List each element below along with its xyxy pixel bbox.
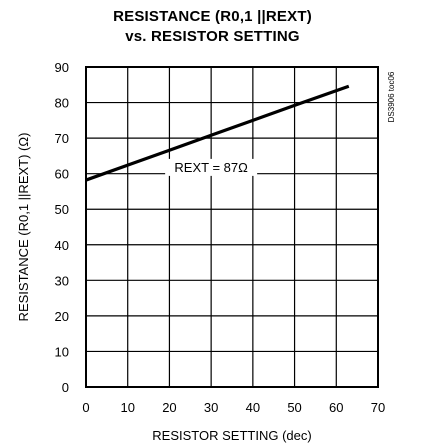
- series-lines: [85, 84, 350, 182]
- y-tick-labels: 0 10 20 30 40 50 60 70 80 90: [55, 60, 69, 395]
- x-tick-label: 0: [82, 400, 89, 415]
- annotation-background: [165, 158, 258, 176]
- y-tick-label: 10: [55, 344, 69, 359]
- y-tick-label: 50: [55, 202, 69, 217]
- grid: [85, 66, 379, 388]
- chart-subtitle: vs. RESISTOR SETTING: [125, 28, 300, 45]
- y-tick-label: 80: [55, 96, 69, 111]
- x-tick-label: 30: [204, 400, 218, 415]
- x-axis-label: RESISTOR SETTING (dec): [152, 428, 311, 443]
- x-tick-label: 60: [329, 400, 343, 415]
- series-line: [85, 84, 350, 182]
- y-tick-label: 20: [55, 309, 69, 324]
- y-tick-label: 60: [55, 167, 69, 182]
- figure-code: DS3906 toc06: [387, 71, 396, 122]
- x-tick-label: 50: [287, 400, 301, 415]
- x-tick-label: 70: [371, 400, 385, 415]
- x-tick-label: 20: [162, 400, 176, 415]
- annotation-label: REXT = 87Ω: [174, 160, 248, 175]
- y-tick-label: 30: [55, 273, 69, 288]
- y-tick-label: 90: [55, 60, 69, 75]
- x-tick-label: 10: [120, 400, 134, 415]
- x-tick-labels: 0 10 20 30 40 50 60 70: [82, 400, 385, 415]
- y-axis-label: RESISTANCE (R0,1 ||REXT) (Ω): [16, 133, 31, 322]
- plot-frame: [85, 66, 379, 388]
- y-tick-label: 0: [62, 380, 69, 395]
- x-tick-label: 40: [246, 400, 260, 415]
- y-tick-label: 70: [55, 131, 69, 146]
- chart-title: RESISTANCE (R0,1 ||REXT): [113, 8, 312, 25]
- y-tick-label: 40: [55, 238, 69, 253]
